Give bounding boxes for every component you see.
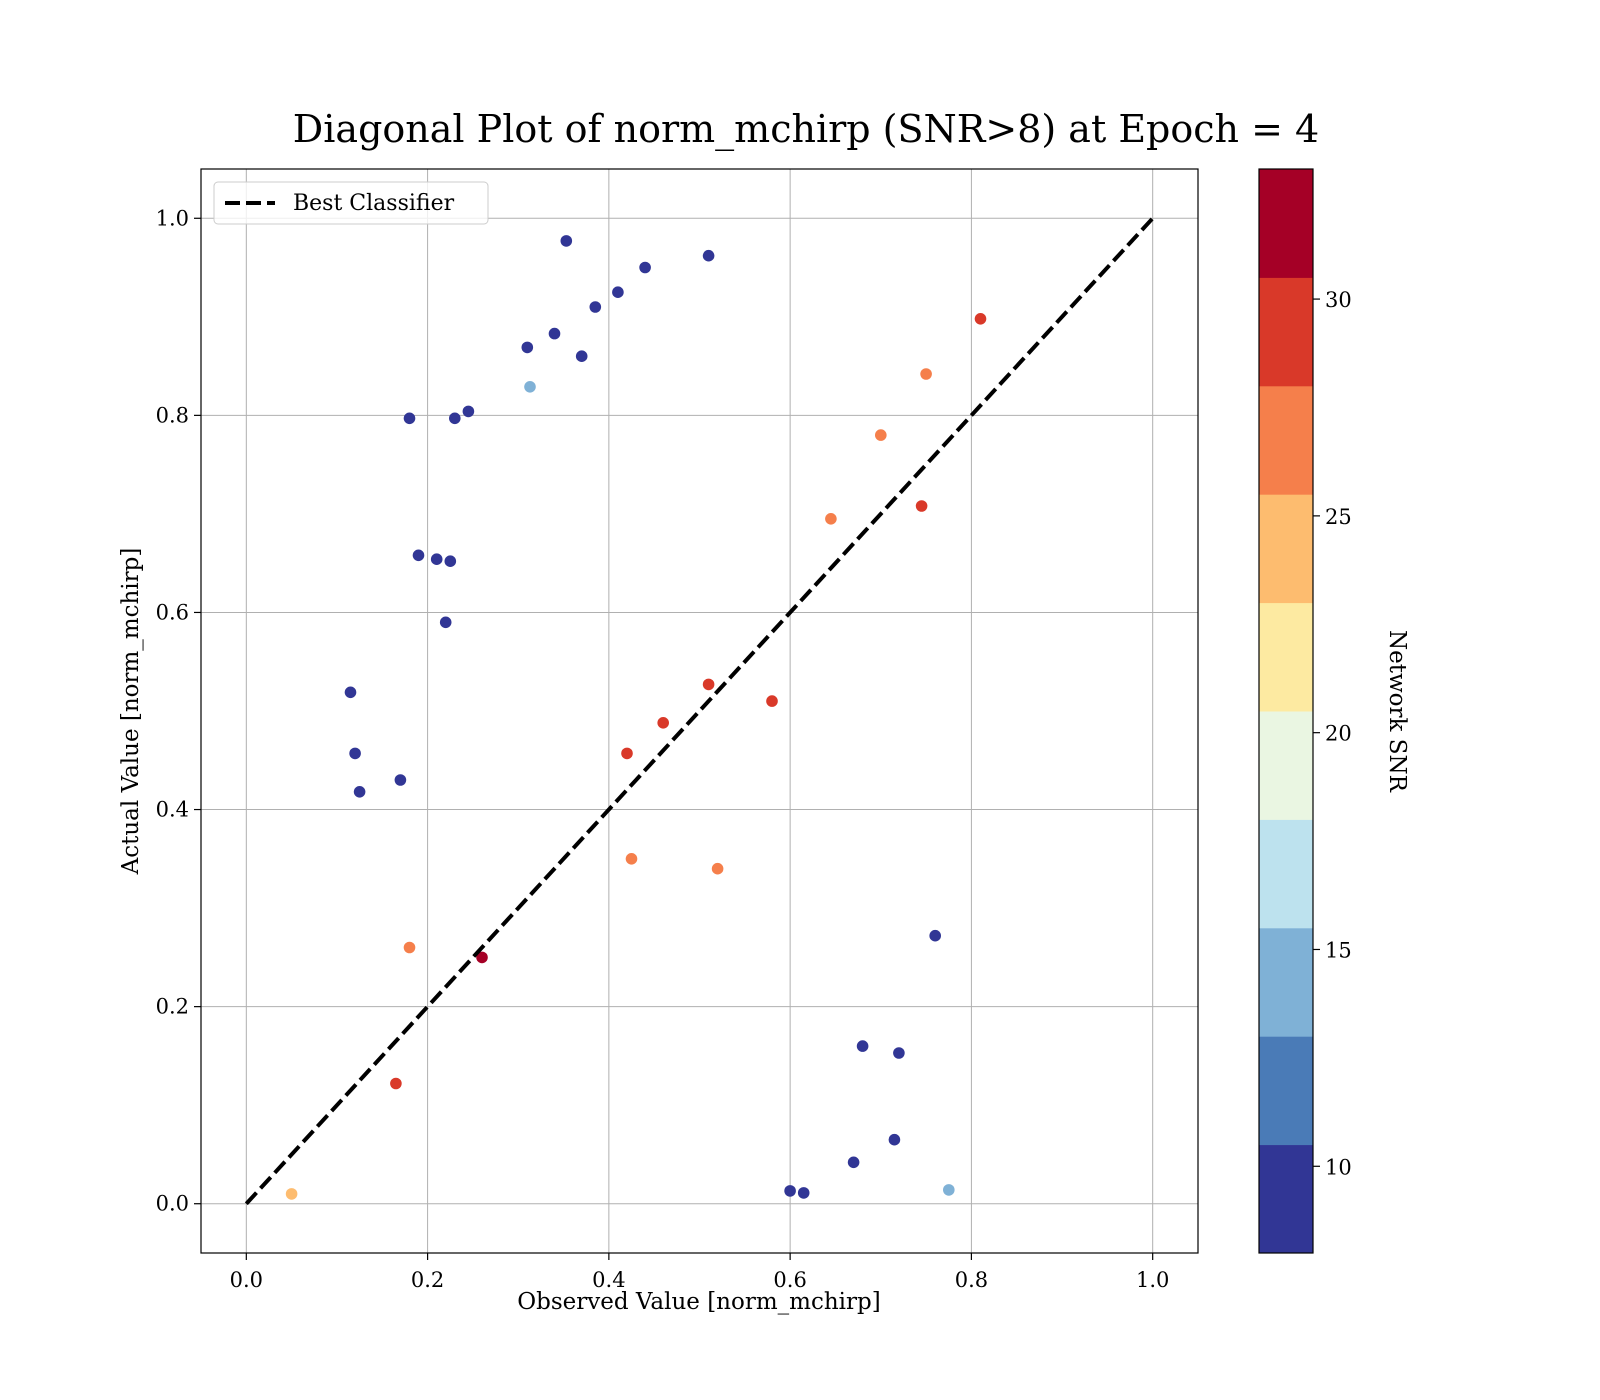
grid	[201, 169, 1198, 1253]
plot-area: 0.0 0.2 0.4 0.6 0.8 1.0 0.0 0.2 0.4 0.6 0.8 1.0	[156, 168, 1199, 1292]
scatter-point	[412, 549, 425, 562]
scatter-point	[548, 327, 561, 340]
colorbar-tick-label: 20	[1325, 722, 1352, 746]
legend: Best Classifier	[213, 181, 489, 225]
scatter-point	[797, 1187, 810, 1199]
colorbar-label: Network SNR	[1384, 630, 1410, 793]
scatter-point	[920, 368, 932, 380]
y-axis-ticks: 0.0 0.2 0.4 0.6 0.8 1.0	[156, 206, 201, 1216]
x-tick-label: 0.0	[230, 1268, 263, 1292]
legend-box	[213, 181, 489, 225]
best-classifier-line	[244, 216, 1155, 1206]
colorbar-bin	[1259, 1144, 1313, 1254]
x-tick-label: 1.0	[1136, 1268, 1169, 1292]
y-tick-label: 0.4	[156, 798, 189, 822]
legend-entry-best-classifier: Best Classifier	[293, 191, 455, 216]
colorbar-bin	[1259, 385, 1313, 495]
y-tick-label: 1.0	[156, 206, 189, 230]
scatter-point	[444, 555, 457, 567]
scatter-point	[353, 786, 366, 798]
scatter-point	[344, 686, 357, 699]
colorbar-bin	[1259, 494, 1313, 604]
x-tick-label: 0.2	[411, 1268, 444, 1292]
scatter-point	[943, 1184, 955, 1196]
scatter-point	[449, 412, 461, 425]
y-tick-label: 0.0	[156, 1192, 189, 1216]
scatter-point	[439, 616, 452, 629]
y-tick-label: 0.8	[156, 403, 189, 427]
colorbar-bin	[1259, 819, 1313, 929]
scatter-points	[285, 235, 987, 1200]
colorbar-ticks: 10 15 20 25 30	[1313, 288, 1352, 1179]
scatter-point	[403, 941, 416, 954]
scatter-point	[575, 350, 588, 363]
colorbar-tick-label: 25	[1325, 505, 1352, 529]
scatter-point	[521, 341, 534, 354]
scatter-point	[462, 405, 475, 418]
x-tick-label: 0.4	[592, 1268, 625, 1292]
colorbar-tick-label: 30	[1325, 288, 1352, 312]
plot-frame	[200, 168, 1199, 1254]
scatter-point	[349, 747, 361, 760]
x-tick-label: 0.6	[773, 1268, 806, 1292]
colorbar-bin	[1259, 711, 1313, 820]
scatter-point	[430, 553, 443, 565]
y-axis-label: Actual Value [norm_mchirp]	[118, 548, 144, 876]
colorbar-tick-label: 15	[1325, 938, 1352, 962]
colorbar: 10 15 20 25 30 Network SNR	[1258, 168, 1410, 1254]
scatter-point	[702, 249, 715, 262]
scatter-point	[560, 235, 573, 247]
chart-title: Diagonal Plot of norm_mchirp (SNR>8) at …	[293, 107, 1319, 152]
scatter-point	[657, 717, 669, 729]
scatter-point	[639, 261, 651, 274]
scatter-point	[888, 1133, 901, 1146]
x-axis-label: Observed Value [norm_mchirp]	[517, 1289, 880, 1315]
y-tick-label: 0.2	[156, 995, 189, 1019]
colorbar-bin	[1259, 169, 1313, 278]
colorbar-bin	[1259, 602, 1313, 712]
scatter-point	[476, 951, 488, 964]
scatter-point	[390, 1077, 402, 1090]
scatter-point	[524, 381, 536, 393]
scatter-point	[625, 853, 638, 865]
scatter-point	[766, 695, 778, 707]
scatter-point	[929, 929, 941, 942]
y-tick-label: 0.6	[156, 600, 189, 624]
scatter-point	[856, 1040, 869, 1052]
scatter-point	[893, 1047, 905, 1059]
scatter-point	[825, 513, 837, 525]
colorbar-bins	[1259, 169, 1313, 1254]
x-tick-label: 0.8	[955, 1268, 988, 1292]
scatter-point	[589, 301, 602, 313]
scatter-point	[784, 1185, 796, 1197]
scatter-point	[285, 1188, 298, 1200]
colorbar-bin	[1259, 1036, 1313, 1146]
x-axis-ticks: 0.0 0.2 0.4 0.6 0.8 1.0	[230, 1253, 1169, 1292]
colorbar-tick-label: 10	[1325, 1155, 1352, 1179]
scatter-point	[403, 412, 416, 425]
colorbar-frame	[1258, 168, 1314, 1254]
scatter-point	[711, 862, 724, 875]
scatter-point	[394, 774, 407, 786]
colorbar-bin	[1259, 277, 1313, 387]
scatter-point	[612, 286, 624, 299]
scatter-point	[702, 678, 715, 691]
scatter-point	[847, 1156, 860, 1169]
scatter-point	[875, 429, 887, 441]
scatter-point	[621, 747, 633, 760]
scatter-point	[974, 313, 987, 325]
colorbar-bin	[1259, 927, 1313, 1037]
scatter-point	[915, 500, 928, 512]
